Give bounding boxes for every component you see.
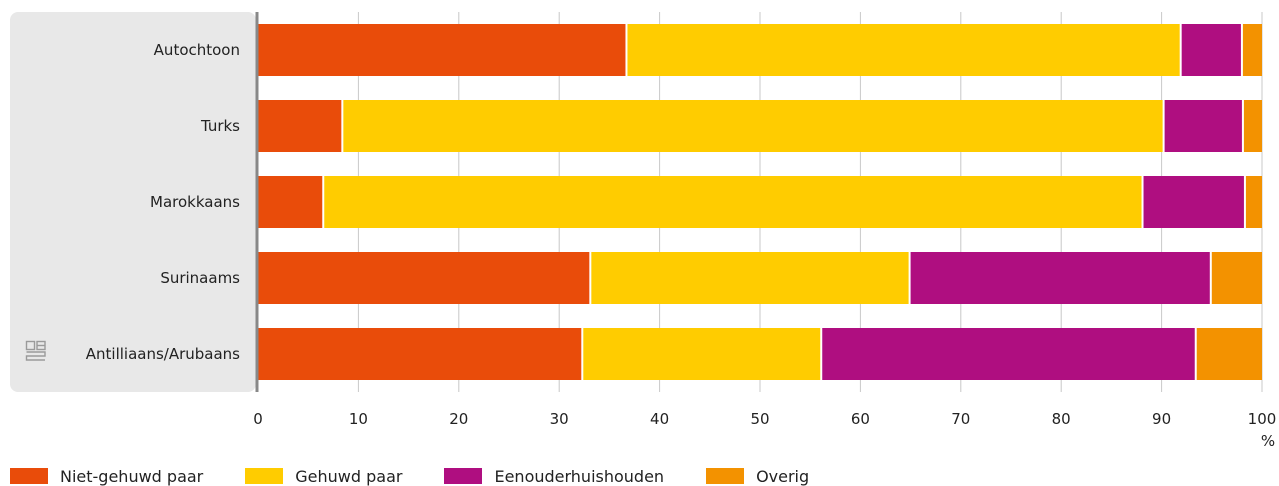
bar-segment-0-1 — [626, 24, 1181, 76]
bar-segment-1-0 — [258, 100, 343, 152]
category-panel — [10, 12, 256, 392]
x-tick-labels: 0 10 20 30 40 50 60 70 80 90 100 — [253, 410, 1276, 428]
x-tick-label-0: 0 — [253, 410, 263, 428]
bar-segment-1-3 — [1242, 100, 1262, 152]
category-labels: Autochtoon Turks Marokkaans Surinaams Antill… — [86, 41, 240, 363]
x-tick-label-20: 20 — [449, 410, 468, 428]
bar-segment-2-1 — [323, 176, 1143, 228]
x-tick-label-10: 10 — [349, 410, 368, 428]
x-tick-label-40: 40 — [650, 410, 669, 428]
x-unit-label: % — [1261, 432, 1275, 450]
legend-label-3: Overig — [756, 466, 810, 486]
x-tick-label-60: 60 — [851, 410, 870, 428]
bar-segment-1-2 — [1163, 100, 1243, 152]
bar-segment-0-2 — [1180, 24, 1242, 76]
category-label-0: Autochtoon — [154, 41, 240, 59]
bar-segment-2-0 — [258, 176, 324, 228]
category-label-2: Marokkaans — [150, 193, 240, 211]
bar-segment-0-3 — [1241, 24, 1262, 76]
bar-segment-3-3 — [1210, 252, 1262, 304]
category-label-1: Turks — [200, 117, 240, 135]
bar-segment-4-1 — [582, 328, 822, 380]
bar-segment-2-2 — [1142, 176, 1245, 228]
legend-label-0: Niet-gehuwd paar — [60, 466, 204, 486]
category-label-4: Antilliaans/Arubaans — [86, 345, 240, 363]
bar-segment-3-2 — [909, 252, 1211, 304]
bar-segment-0-0 — [258, 24, 627, 76]
legend-swatch-2 — [444, 468, 483, 484]
bars — [258, 24, 1262, 380]
category-label-3: Surinaams — [160, 269, 240, 287]
stacked-bar-chart: Autochtoon Turks Marokkaans Surinaams Antill… — [10, 12, 1276, 450]
bar-segment-3-1 — [590, 252, 910, 304]
bar-segment-2-3 — [1244, 176, 1262, 228]
legend-swatch-1 — [245, 468, 284, 484]
x-tick-label-70: 70 — [951, 410, 970, 428]
legend-label-2: Eenouderhuishouden — [494, 466, 665, 486]
x-tick-label-90: 90 — [1152, 410, 1171, 428]
x-tick-label-100: 100 — [1248, 410, 1277, 428]
bar-segment-4-2 — [821, 328, 1196, 380]
legend-item-3: Overig — [706, 467, 809, 486]
cbs-logo-icon — [25, 340, 46, 361]
bar-segment-4-3 — [1195, 328, 1262, 380]
bar-segment-1-1 — [342, 100, 1164, 152]
legend-item-0: Niet-gehuwd paar — [10, 467, 203, 486]
legend-swatch-3 — [706, 468, 745, 484]
legend-swatch-0 — [10, 468, 48, 484]
legend: Niet-gehuwd paar Gehuwd paar Eenouderhuish… — [10, 466, 851, 486]
legend-label-1: Gehuwd paar — [295, 466, 403, 486]
legend-item-1: Gehuwd paar — [245, 467, 402, 486]
bar-segment-3-0 — [258, 252, 591, 304]
x-tick-label-30: 30 — [550, 410, 569, 428]
legend-item-2: Eenouderhuishouden — [444, 467, 664, 486]
bar-segment-4-0 — [258, 328, 583, 380]
x-tick-label-50: 50 — [750, 410, 769, 428]
x-tick-label-80: 80 — [1052, 410, 1071, 428]
